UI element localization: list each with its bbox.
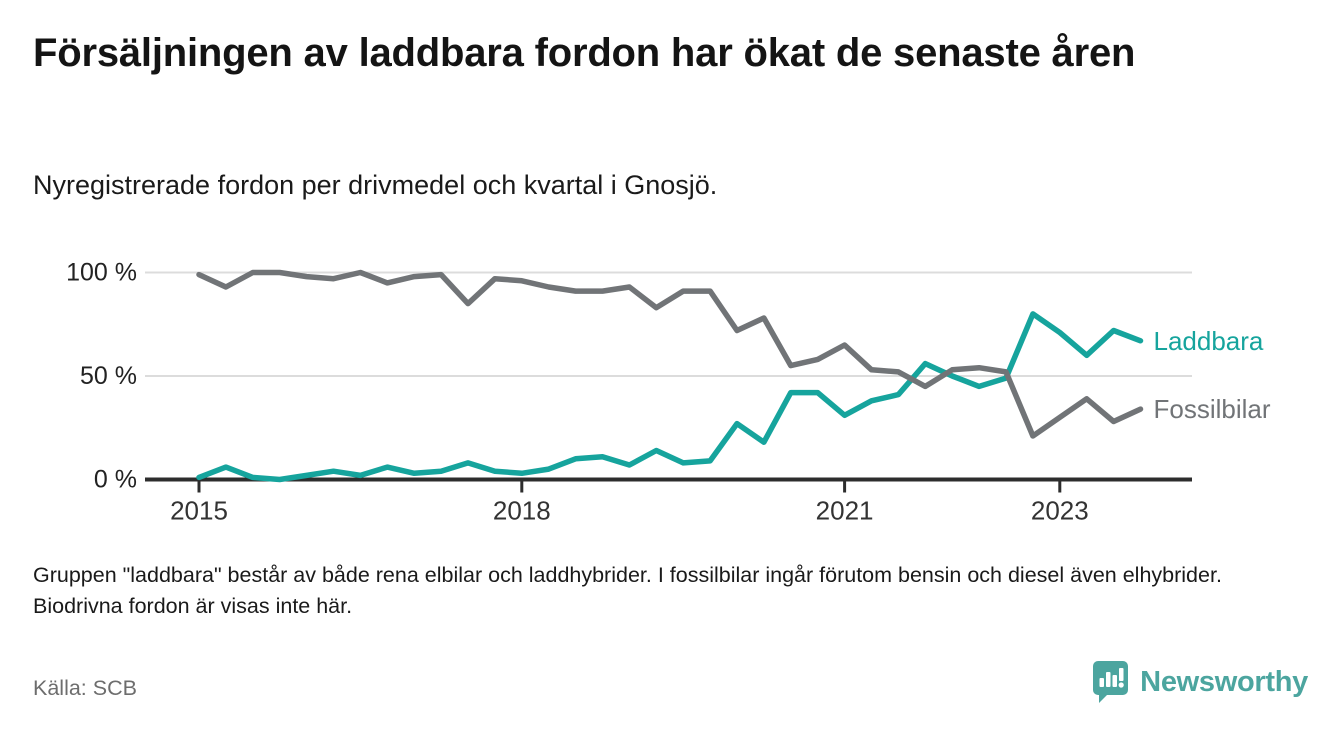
laddbara-series-label: Laddbara bbox=[1154, 326, 1264, 356]
x-tick-label-2023: 2023 bbox=[1031, 496, 1089, 526]
page-title: Försäljningen av laddbara fordon har öka… bbox=[33, 31, 1136, 75]
source-label: Källa: SCB bbox=[33, 676, 137, 700]
newsworthy-logo-icon bbox=[1093, 661, 1129, 703]
x-tick-label-2018: 2018 bbox=[493, 496, 551, 526]
footnote: Gruppen "laddbara" består av både rena e… bbox=[33, 563, 1222, 618]
fossilbilar-series-label: Fossilbilar bbox=[1154, 394, 1271, 424]
y-tick-label-100: 100 % bbox=[66, 259, 137, 287]
newsworthy-logo: Newsworthy bbox=[1092, 660, 1308, 704]
y-tick-label-50: 50 % bbox=[80, 362, 137, 390]
line-chart: 100 % 50 % 0 % 2015 2018 2021 2023 Laddbara Foss… bbox=[66, 259, 1271, 526]
x-tick-label-2021: 2021 bbox=[816, 496, 874, 526]
chart-subtitle: Nyregistrerade fordon per drivmedel och … bbox=[33, 170, 718, 200]
x-tick-label-2015: 2015 bbox=[170, 496, 228, 526]
fossilbilar-line bbox=[196, 269, 1144, 439]
laddbara-line bbox=[196, 311, 1144, 483]
y-tick-label-0: 0 % bbox=[94, 466, 137, 494]
newsworthy-wordmark: Newsworthy bbox=[1140, 665, 1308, 698]
